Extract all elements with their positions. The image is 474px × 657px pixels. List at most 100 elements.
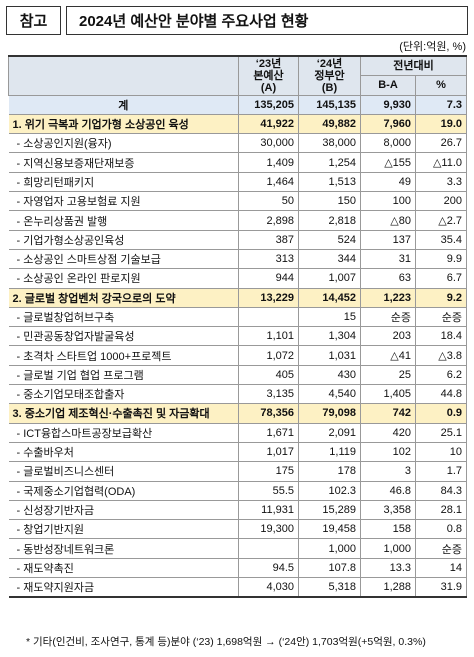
value-cell: 44.8	[414, 384, 468, 405]
value-cell: 102.3	[298, 480, 361, 501]
value-cell: 0.9	[414, 403, 468, 424]
value-cell: 94.5	[238, 557, 299, 579]
row-item: - 지역신용보증재단재보증 1,409 1,254 △155 △11.0	[8, 152, 468, 173]
value-cell: 7.3	[414, 94, 468, 115]
value-cell: 2,898	[238, 210, 299, 231]
row-item: - 소상공인 온라인 판로지원 944 1,007 63 6.7	[8, 268, 468, 289]
value-cell: 1,304	[298, 326, 361, 347]
name-cell: - 신성장기반자금	[8, 499, 239, 521]
row-item: - 글로벌비즈니스센터 175 178 3 1.7	[8, 461, 468, 482]
value-cell: 1,513	[298, 171, 361, 193]
value-cell: 145,135	[298, 94, 361, 115]
value-cell: 4,030	[238, 577, 299, 598]
value-cell: 1,000	[360, 538, 416, 559]
value-cell: 102	[360, 441, 416, 463]
value-cell: 3,358	[360, 499, 416, 521]
name-cell: - 수출바우처	[8, 441, 239, 463]
name-cell: - 국제중소기업협력(ODA)	[8, 480, 239, 501]
header-diff: B-A	[360, 75, 416, 96]
value-cell: 15	[298, 306, 361, 328]
value-cell: 10	[414, 441, 468, 463]
value-cell: 1,409	[238, 152, 299, 173]
name-cell: - 자영업자 고용보험료 지원	[8, 191, 239, 212]
header-group: 전년대비	[359, 55, 468, 77]
value-cell: 1,072	[238, 345, 299, 366]
name-cell: - 민관공동창업자발굴육성	[8, 326, 239, 347]
value-cell: 19,300	[238, 519, 299, 540]
value-cell: 1,288	[360, 577, 416, 598]
value-cell: △2.7	[414, 210, 468, 231]
header-line: 정부안	[314, 69, 345, 82]
row-item: - 중소기업모태조합출자 3,135 4,540 1,405 44.8	[8, 384, 468, 405]
value-cell: 79,098	[298, 403, 361, 424]
value-cell: △11.0	[414, 152, 468, 173]
value-cell: 150	[298, 191, 361, 212]
value-cell: 1,254	[298, 152, 361, 173]
table-body: 계 135,205 145,135 9,930 7.3 1. 위기 극복과 기업가형 소상…	[8, 94, 468, 598]
row-item: - 재도약촉진 94.5 107.8 13.3 14	[8, 557, 468, 579]
name-cell: - 지역신용보증재단재보증	[8, 152, 239, 173]
value-cell: 55.5	[238, 480, 299, 501]
value-cell: 30,000	[238, 133, 299, 154]
value-cell: 4,540	[298, 384, 361, 405]
value-cell: 8,000	[360, 133, 416, 154]
budget-table: ‘23년 본예산 (A) ‘24년 정부안 (B) 전년대비 B-A % 계 135,20…	[8, 55, 468, 599]
value-cell: 41,922	[238, 113, 299, 135]
row-item: - 글로벌창업허브구축 15 순증 순증	[8, 306, 468, 328]
value-cell: 38,000	[298, 133, 361, 154]
value-cell: 1,017	[238, 441, 299, 463]
value-cell: 78,356	[238, 403, 299, 424]
name-cell: - 동반성장네트워크론	[8, 538, 239, 559]
row-item: - 온누리상품권 발행 2,898 2,818 △80 △2.7	[8, 210, 468, 231]
value-cell: 420	[360, 422, 416, 443]
value-cell: 6.7	[414, 268, 468, 289]
name-cell: - 초격차 스타트업 1000+프로젝트	[8, 345, 239, 366]
value-cell: 9.2	[414, 287, 468, 308]
name-cell: 계	[8, 94, 239, 115]
value-cell: 25.1	[414, 422, 468, 443]
header-24: ‘24년 정부안 (B)	[298, 55, 361, 96]
value-cell: 13,229	[238, 287, 299, 308]
header-line: ‘23년	[255, 57, 282, 70]
value-cell: △3.8	[414, 345, 468, 366]
value-cell: 49,882	[298, 113, 361, 135]
value-cell: 944	[238, 268, 299, 289]
row-item: - 국제중소기업협력(ODA) 55.5 102.3 46.8 84.3	[8, 480, 468, 501]
row-section: 1. 위기 극복과 기업가형 소상공인 육성 41,922 49,882 7,960 1…	[8, 113, 468, 135]
header-line: ‘24년	[316, 57, 343, 70]
row-item: - 자영업자 고용보험료 지원 50 150 100 200	[8, 191, 468, 212]
value-cell: 9.9	[414, 248, 468, 270]
value-cell: 0.8	[414, 519, 468, 540]
value-cell: 1.7	[414, 461, 468, 482]
name-cell: 2. 글로벌 창업벤처 강국으로의 도약	[8, 287, 239, 308]
value-cell: 50	[238, 191, 299, 212]
value-cell: 26.7	[414, 133, 468, 154]
header-line: (A)	[260, 81, 277, 94]
value-cell: 524	[298, 229, 361, 250]
value-cell: 6.2	[414, 364, 468, 386]
name-cell: - 소상공인 스마트상점 기술보급	[8, 248, 239, 270]
value-cell: 3	[360, 461, 416, 482]
header-23: ‘23년 본예산 (A)	[238, 55, 299, 96]
name-cell: - 온누리상품권 발행	[8, 210, 239, 231]
value-cell	[238, 306, 299, 328]
header-blank	[8, 55, 239, 96]
name-cell: - 기업가형소상공인육성	[8, 229, 239, 250]
value-cell: 3.3	[414, 171, 468, 193]
value-cell: 46.8	[360, 480, 416, 501]
value-cell: 9,930	[360, 94, 416, 115]
name-cell: - 소상공인지원(융자)	[8, 133, 239, 154]
row-item: - 글로벌 기업 협업 프로그램 405 430 25 6.2	[8, 364, 468, 386]
value-cell: 28.1	[414, 499, 468, 521]
value-cell: 1,671	[238, 422, 299, 443]
value-cell: 7,960	[360, 113, 416, 135]
row-item: - 창업기반지원 19,300 19,458 158 0.8	[8, 519, 468, 540]
value-cell: 순증	[414, 306, 468, 328]
value-cell: 49	[360, 171, 416, 193]
value-cell: 175	[238, 461, 299, 482]
unit-note: (단위:억원, %)	[399, 41, 466, 53]
value-cell: 84.3	[414, 480, 468, 501]
value-cell: △41	[360, 345, 416, 366]
value-cell: 1,007	[298, 268, 361, 289]
value-cell: 25	[360, 364, 416, 386]
